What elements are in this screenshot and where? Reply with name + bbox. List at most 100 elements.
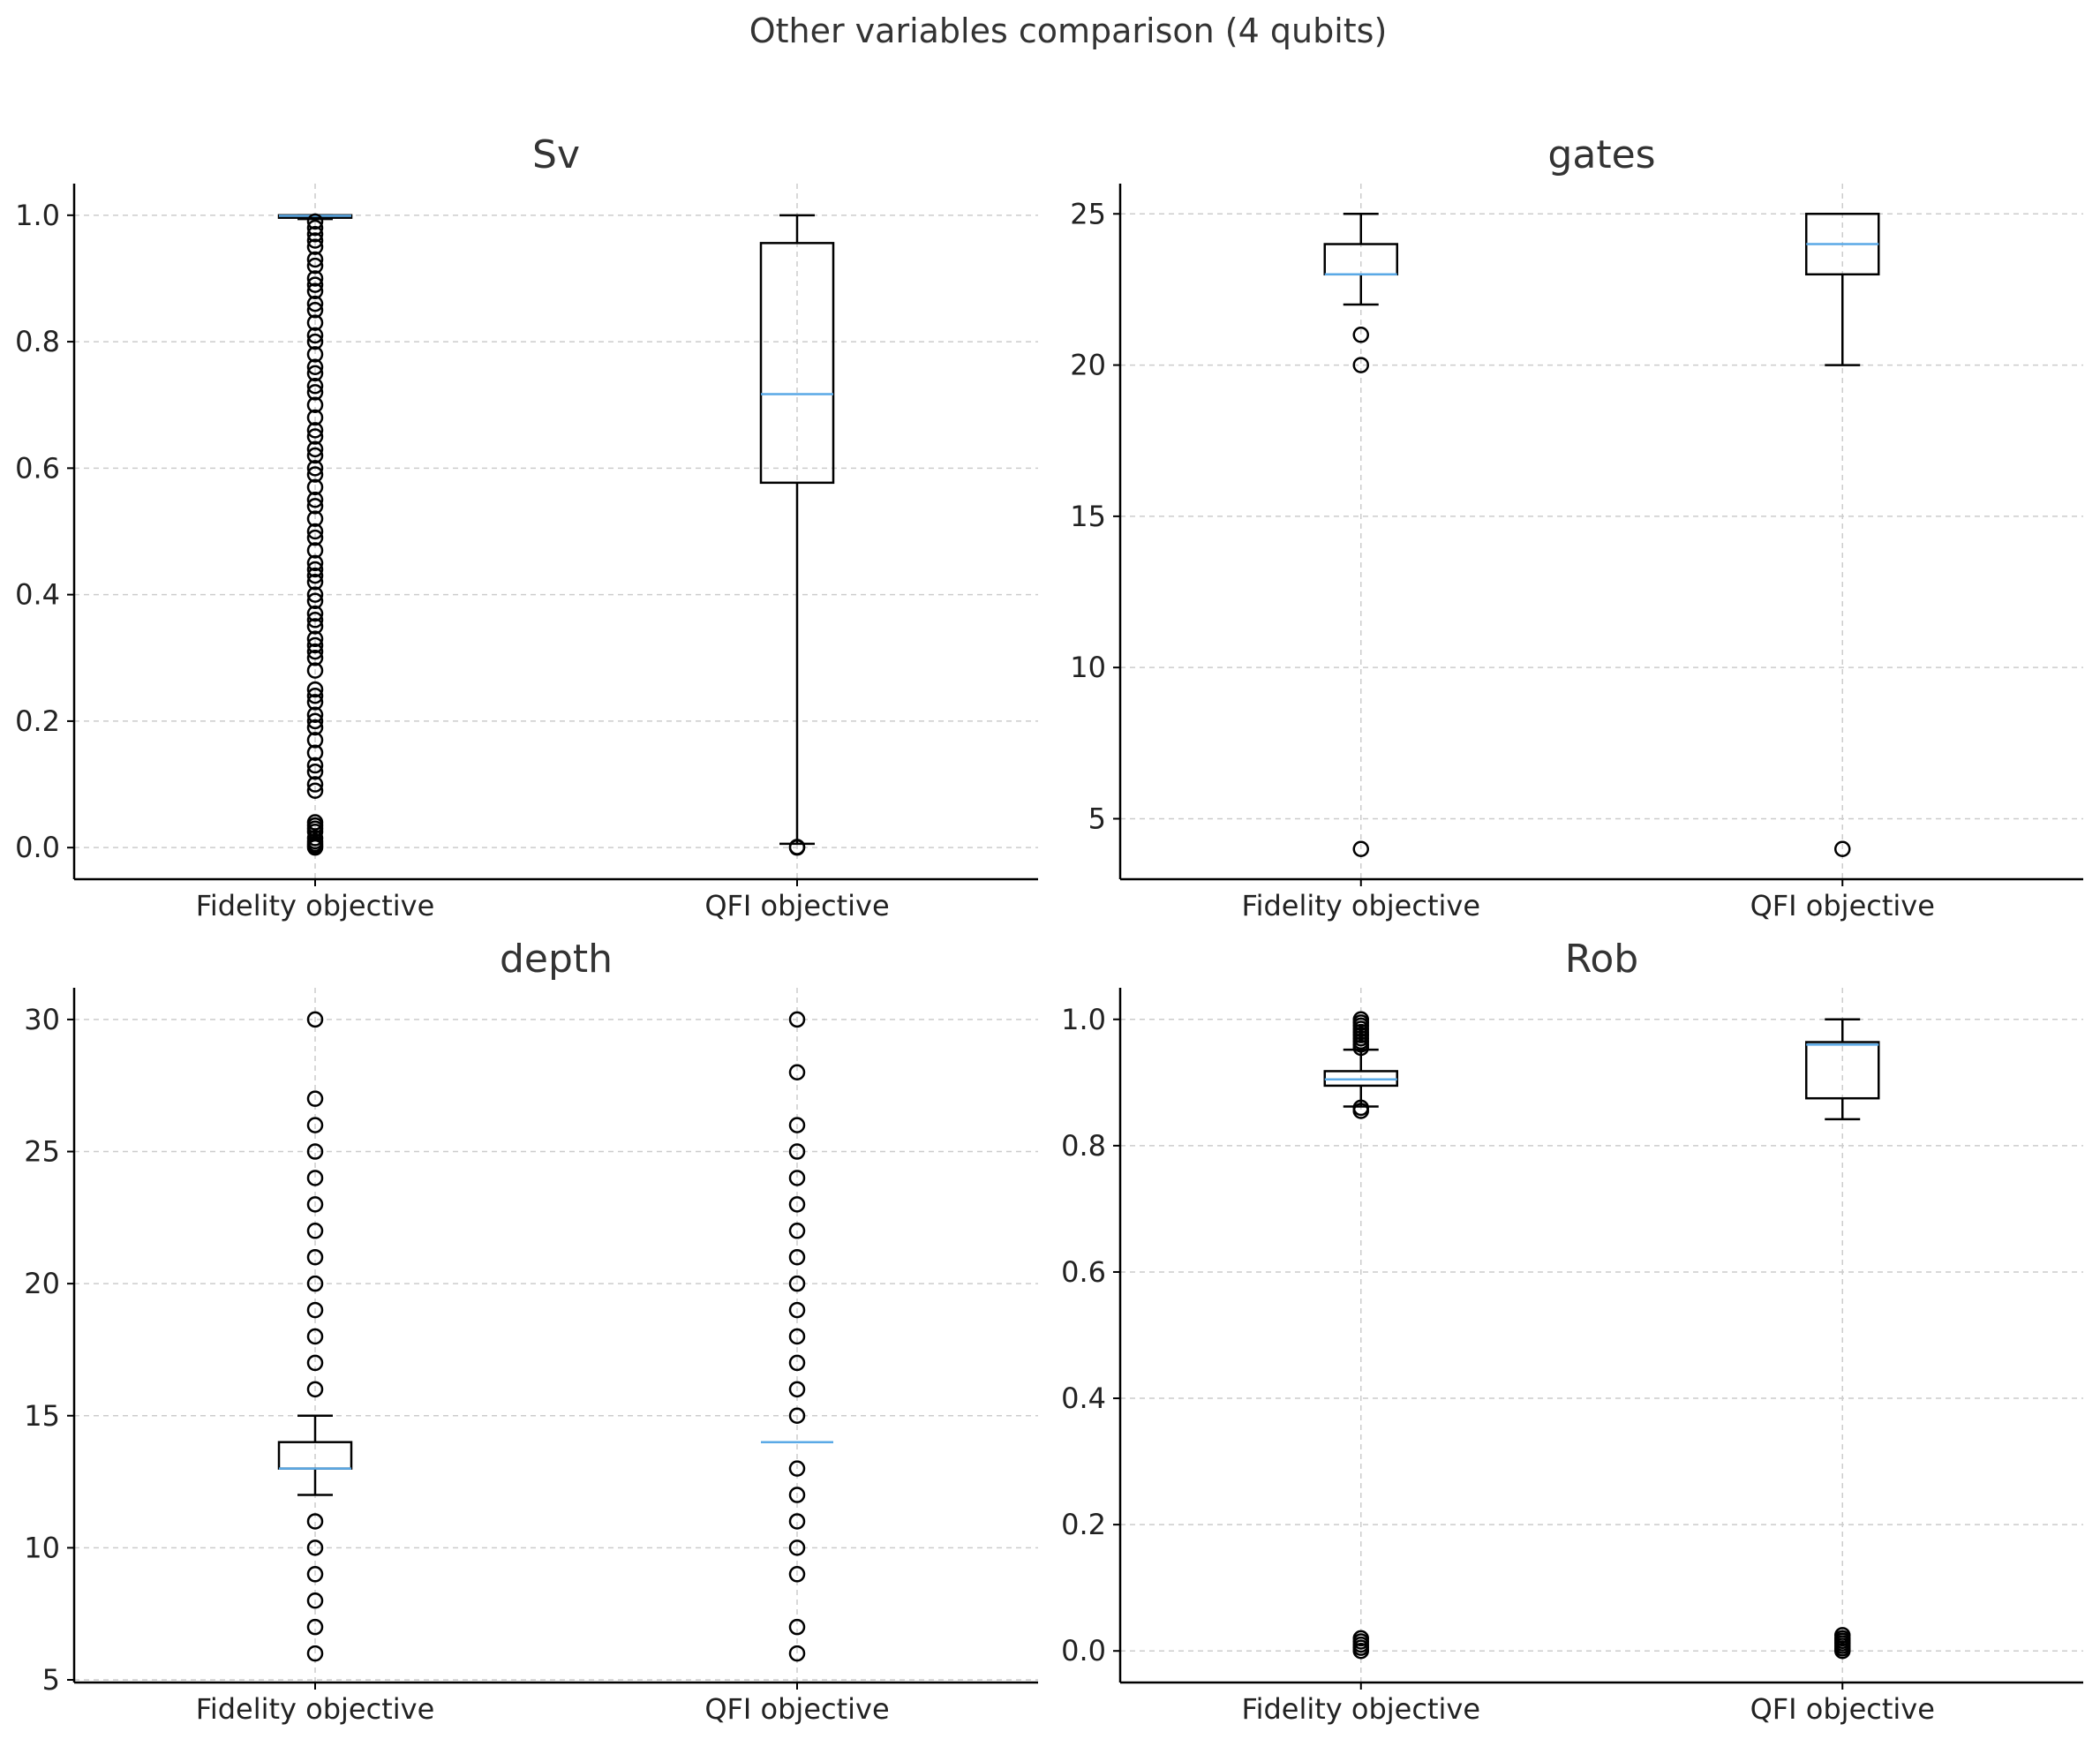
outlier-point <box>306 333 324 350</box>
y-tick-label: 20 <box>1070 349 1106 382</box>
outlier-point <box>306 694 324 711</box>
outlier-point <box>306 226 324 243</box>
outlier-point <box>1352 357 1369 373</box>
outlier-point <box>306 1143 324 1160</box>
outlier-point <box>306 327 324 344</box>
subplot-title: gates <box>1547 132 1655 177</box>
outlier-point <box>306 1223 324 1239</box>
outlier-point <box>788 1143 806 1160</box>
outlier-point <box>306 757 324 774</box>
y-tick-label: 10 <box>24 1531 60 1564</box>
y-tick-label: 10 <box>1070 651 1106 684</box>
outlier-point <box>306 643 324 660</box>
outlier-point <box>306 612 324 629</box>
outlier-point <box>306 782 324 799</box>
boxplot-fidelity <box>277 1011 353 1662</box>
outlier-point <box>306 650 324 666</box>
outlier-point <box>306 763 324 780</box>
y-tick-label: 15 <box>24 1399 60 1433</box>
boxplot-qfi <box>761 1011 833 1662</box>
outlier-point <box>306 1011 324 1028</box>
outlier-point <box>1352 840 1369 857</box>
outlier-point <box>306 232 324 249</box>
boxplot-fidelity <box>1323 1011 1398 1660</box>
outlier-point <box>1352 1630 1369 1647</box>
outlier-point <box>788 1381 806 1398</box>
outlier-point <box>306 618 324 635</box>
boxplot-fidelity <box>1323 213 1398 857</box>
outlier-point <box>788 1328 806 1345</box>
outlier-point <box>306 1275 324 1292</box>
outlier-point <box>306 447 324 464</box>
outlier-point <box>306 1301 324 1319</box>
y-tick-label: 5 <box>42 1663 60 1697</box>
outlier-point <box>306 276 324 293</box>
outlier-point <box>788 1301 806 1319</box>
outlier-point <box>306 491 324 508</box>
x-tick-label: Fidelity objective <box>1241 1692 1480 1726</box>
outlier-point <box>306 1645 324 1662</box>
y-tick-label: 0.6 <box>1061 1255 1106 1289</box>
y-tick-label: 15 <box>1070 500 1106 533</box>
outlier-point <box>306 295 324 312</box>
outlier-point <box>306 1540 324 1556</box>
outlier-point <box>306 428 324 445</box>
outlier-point <box>788 1460 806 1477</box>
x-tick-label: Fidelity objective <box>1241 889 1480 922</box>
subplot-title: depth <box>500 937 613 982</box>
outlier-point <box>306 732 324 749</box>
iqr-box <box>1805 1041 1880 1100</box>
y-tick-label: 25 <box>1070 197 1106 230</box>
outlier-point <box>788 1354 806 1372</box>
outlier-point <box>306 630 324 648</box>
outlier-point <box>306 396 324 413</box>
outlier-point <box>306 542 324 559</box>
y-tick-label: 0.8 <box>15 325 60 358</box>
outlier-point <box>788 839 806 855</box>
outlier-point <box>306 238 324 255</box>
y-tick-label: 0.2 <box>1061 1508 1106 1541</box>
outlier-point <box>306 510 324 527</box>
outlier-point <box>306 719 324 736</box>
outlier-point <box>306 1196 324 1213</box>
boxplot-fidelity <box>277 213 353 856</box>
outlier-point <box>788 1407 806 1425</box>
outlier-point <box>306 498 324 515</box>
outlier-point <box>306 605 324 622</box>
outlier-point <box>306 1170 324 1186</box>
outlier-point <box>306 1381 324 1398</box>
y-tick-label: 0.6 <box>15 451 60 485</box>
y-tick-label: 25 <box>24 1135 60 1169</box>
boxplot-qfi <box>1805 213 1880 857</box>
outlier-point <box>1834 840 1851 857</box>
outlier-point <box>788 1170 806 1186</box>
outlier-point <box>788 1064 806 1081</box>
outlier-point <box>306 346 324 363</box>
outlier-point <box>788 1487 806 1503</box>
outlier-point <box>306 662 324 679</box>
y-tick-label: 1.0 <box>1061 1003 1106 1036</box>
y-tick-label: 0.4 <box>15 578 60 612</box>
subplot-title: Sv <box>532 132 580 177</box>
outlier-point <box>306 636 324 654</box>
outlier-point <box>306 460 324 477</box>
boxplot-qfi <box>759 214 835 856</box>
outlier-point <box>306 830 324 847</box>
outlier-point <box>306 219 324 237</box>
outlier-point <box>306 1328 324 1345</box>
outlier-point <box>788 1540 806 1556</box>
outlier-point <box>1834 1627 1851 1644</box>
y-tick-label: 30 <box>24 1003 60 1036</box>
outlier-point <box>788 1196 806 1213</box>
outlier-point <box>306 744 324 761</box>
outlier-point <box>306 706 324 723</box>
outlier-point <box>306 1513 324 1530</box>
outlier-point <box>306 466 324 483</box>
outlier-point <box>306 586 324 603</box>
outlier-point <box>788 1645 806 1662</box>
iqr-box <box>759 242 835 485</box>
subplot-sv: 0.0 0.2 0.4 0.6 0.8 1.0 Fidelity objective QFI … <box>15 132 1038 922</box>
outlier-point <box>306 314 324 331</box>
outlier-point <box>306 377 324 395</box>
outlier-point <box>788 1011 806 1028</box>
